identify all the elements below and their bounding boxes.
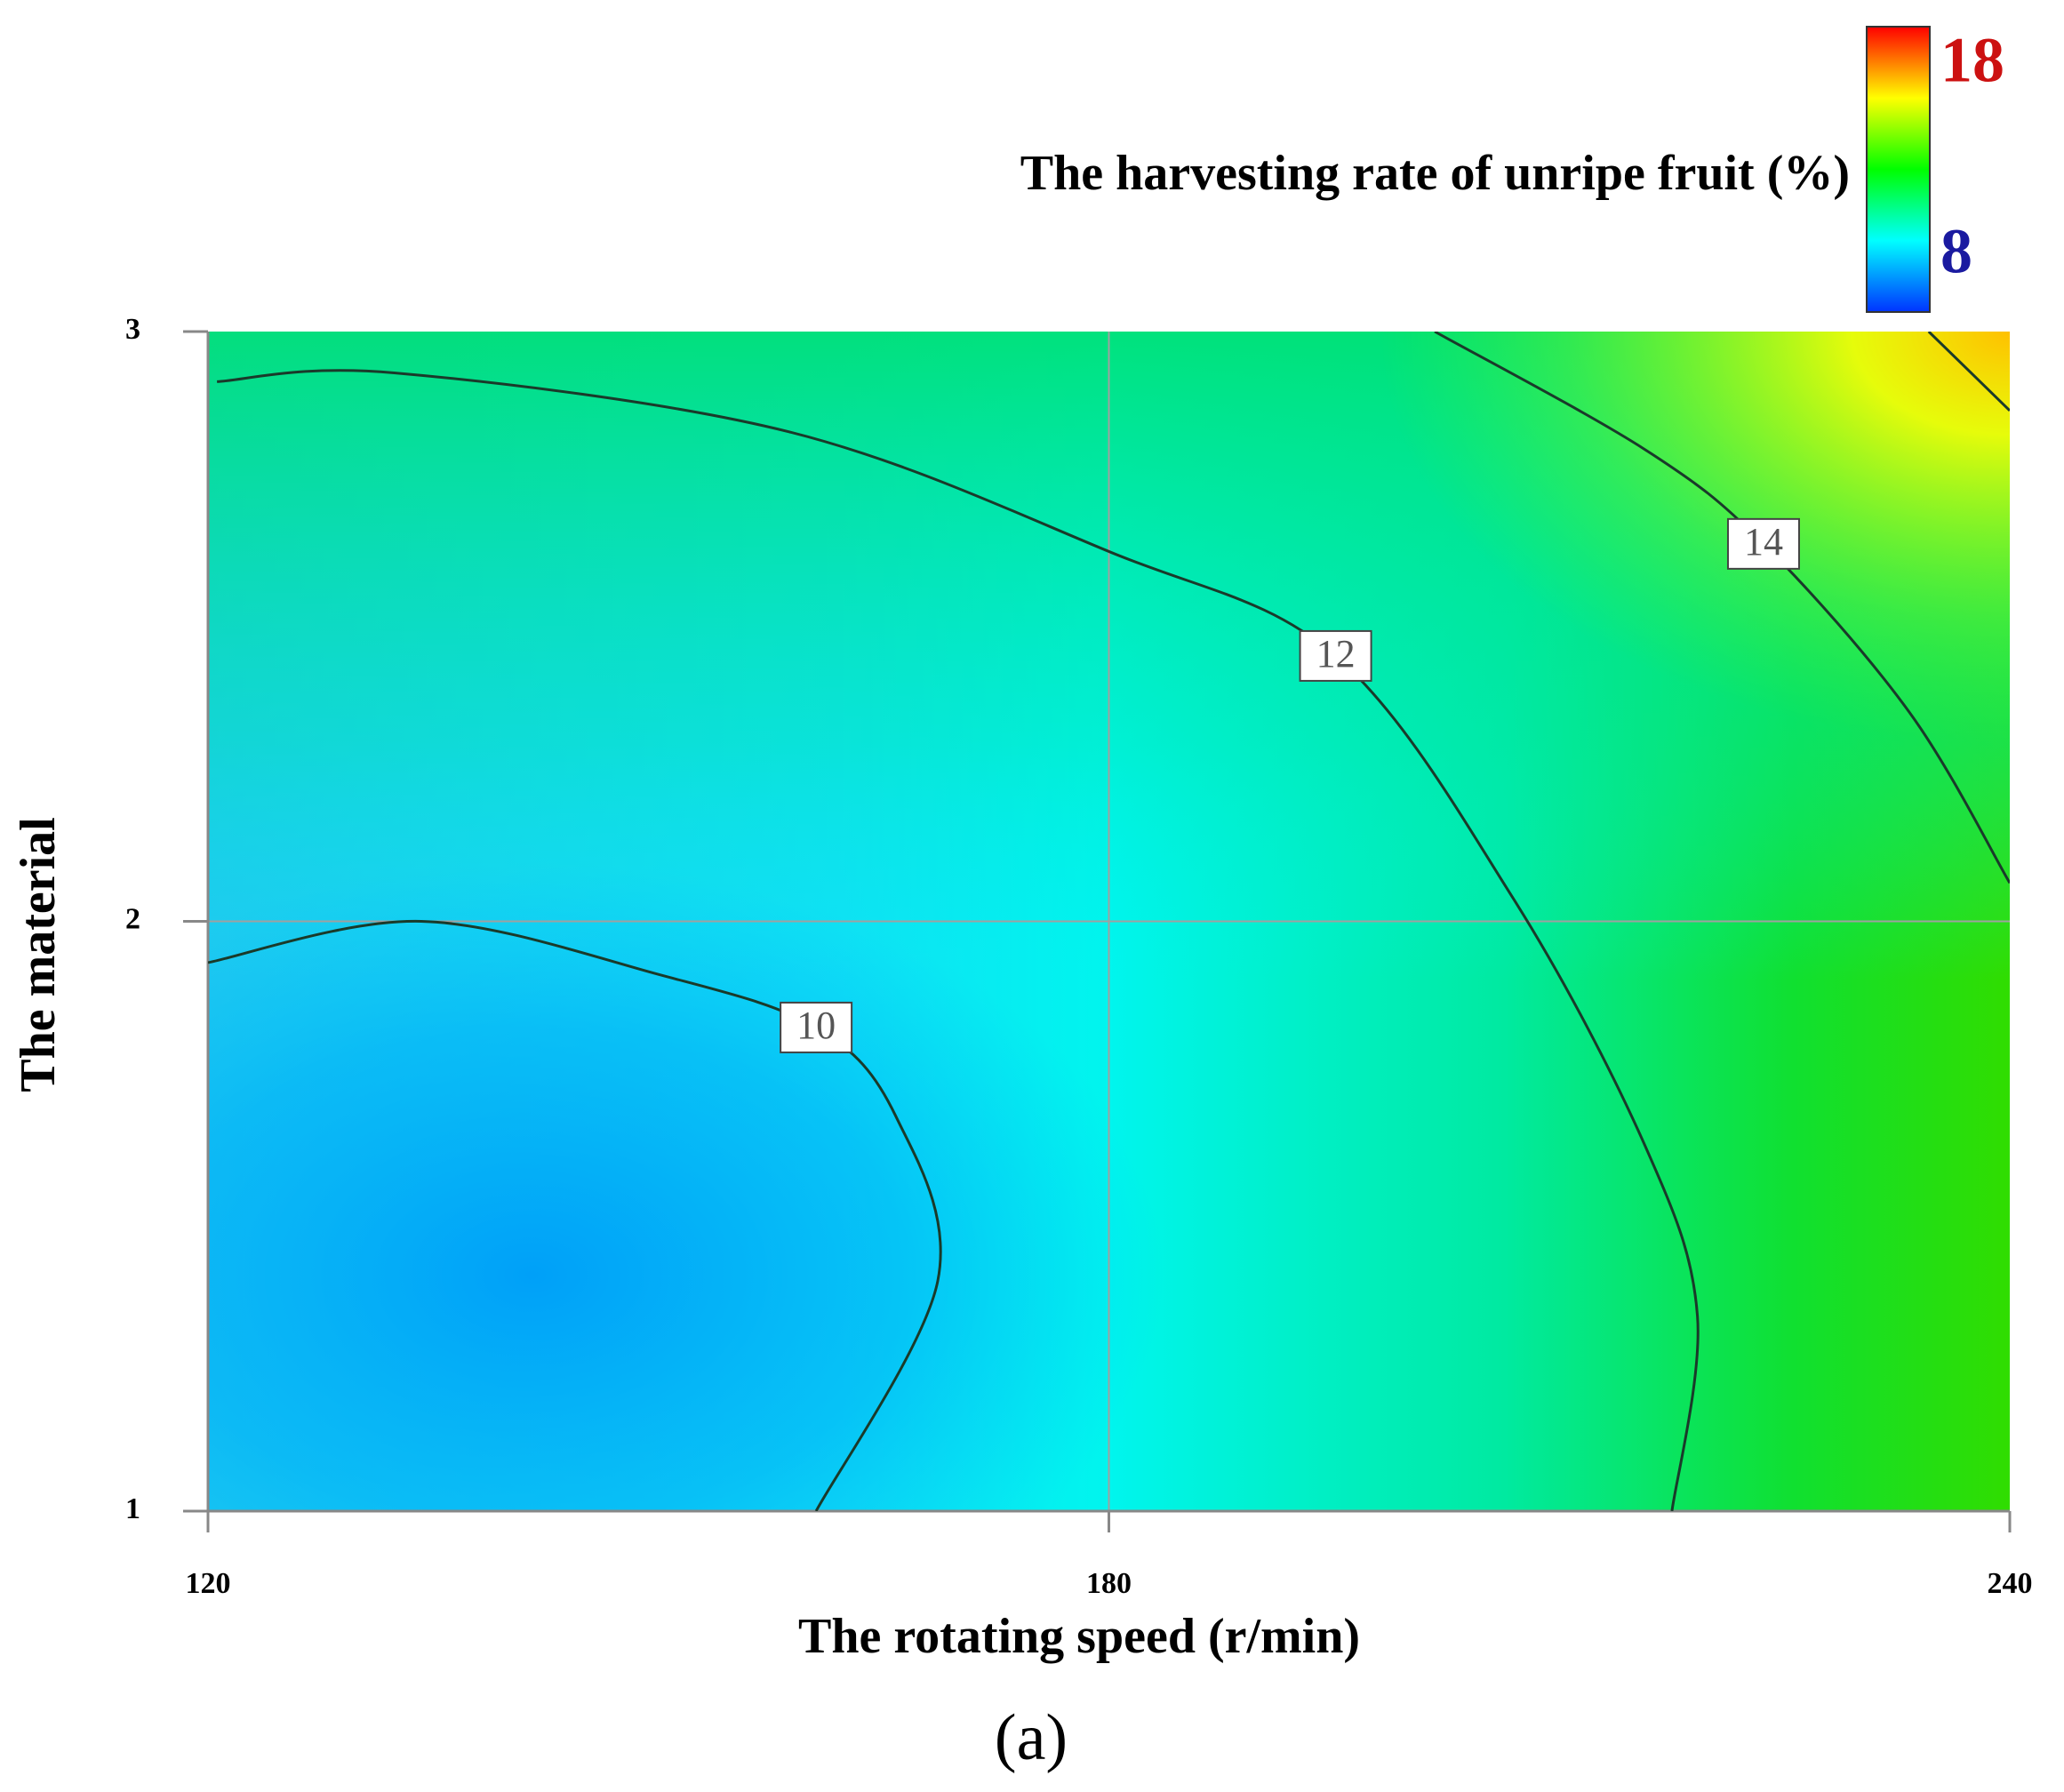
contour-line <box>1927 332 2010 412</box>
colorbar <box>1866 26 1931 313</box>
colorbar-tick-label: 18 <box>1940 25 2004 96</box>
colorbar-tick-label: 8 <box>1940 216 1972 287</box>
contour-label: 12 <box>1316 632 1356 676</box>
y-axis-label: The material <box>11 817 66 1092</box>
y-tick-label: 3 <box>125 313 140 346</box>
x-tick-label: 180 <box>1086 1567 1132 1600</box>
y-tick-label: 2 <box>125 902 140 935</box>
caption: (a) <box>995 1701 1068 1774</box>
y-tick-label: 1 <box>125 1492 140 1525</box>
contour-label-box <box>1299 629 1372 682</box>
contour-label: 10 <box>796 1004 836 1047</box>
colorbar-label: The harvesting rate of unripe fruit (%) <box>1020 146 1850 201</box>
contour-label-box <box>780 1001 853 1053</box>
contour-label: 14 <box>1744 520 1783 564</box>
x-tick-label: 240 <box>1988 1567 2033 1600</box>
x-tick-label: 120 <box>186 1567 231 1600</box>
contour-label-box <box>1726 517 1800 570</box>
x-axis-label: The rotating speed (r/min) <box>798 1609 1360 1664</box>
